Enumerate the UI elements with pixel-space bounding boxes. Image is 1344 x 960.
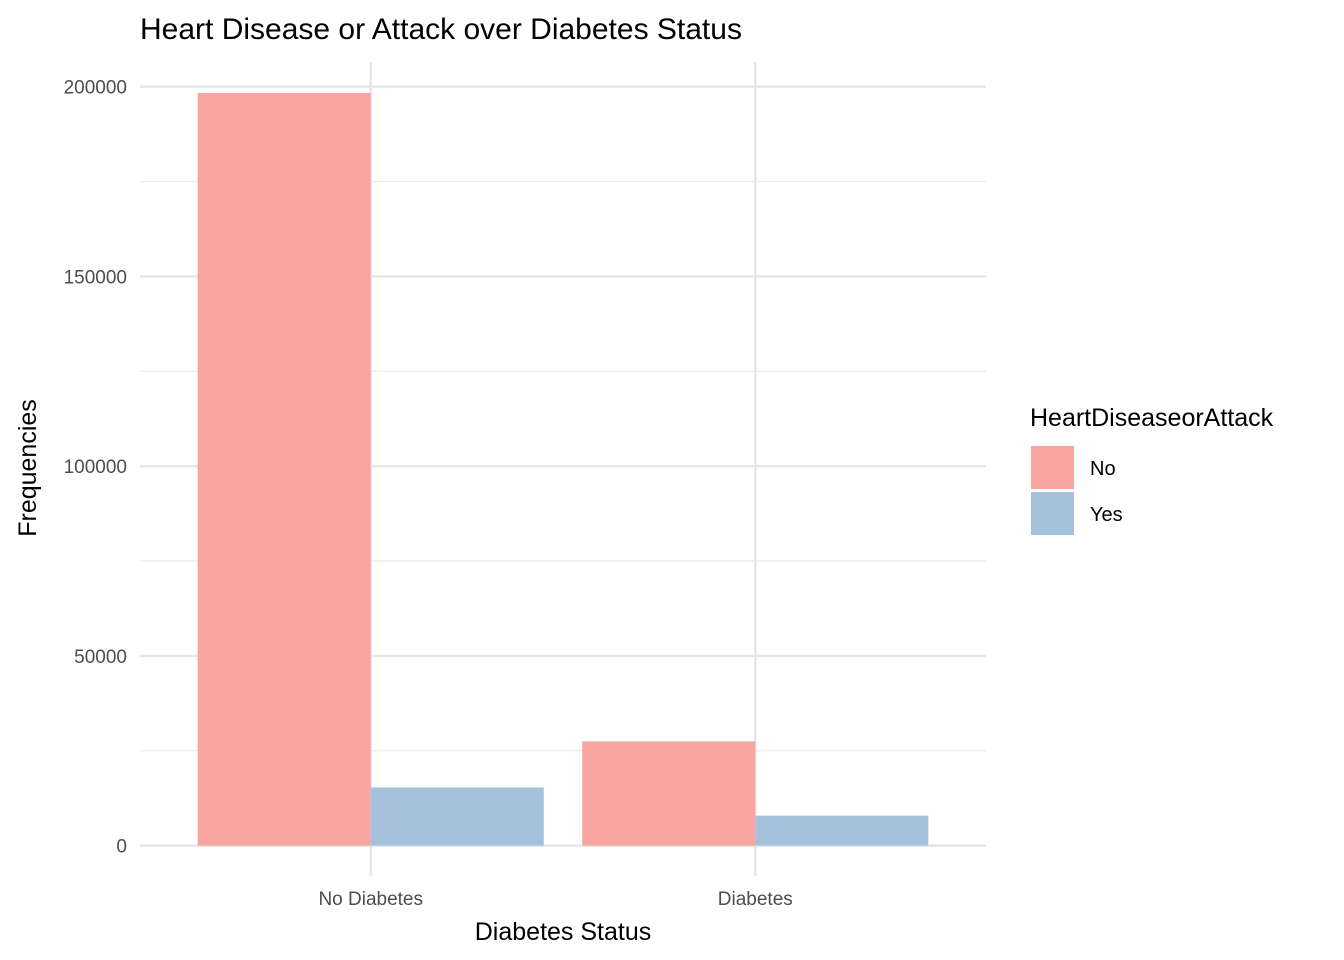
bars (197, 92, 929, 846)
legend-label: No (1090, 458, 1116, 480)
legend: HeartDiseaseorAttack No Yes (1030, 404, 1274, 535)
legend-items: No Yes (1031, 446, 1123, 535)
bar (755, 815, 929, 846)
legend-swatch (1031, 446, 1074, 489)
bar (197, 92, 371, 846)
y-tick-label: 200000 (64, 78, 127, 99)
y-axis-title: Frequencies (14, 399, 42, 537)
y-tick-labels: 0 50000 100000 150000 200000 (64, 78, 127, 858)
y-tick-label: 150000 (64, 267, 127, 288)
x-tick-label: Diabetes (718, 889, 793, 910)
x-tick-label: No Diabetes (318, 889, 423, 910)
legend-title: HeartDiseaseorAttack (1030, 404, 1274, 432)
x-axis-title: Diabetes Status (475, 918, 652, 946)
bar (370, 787, 544, 846)
legend-label: Yes (1090, 504, 1123, 526)
y-tick-label: 0 (116, 837, 127, 858)
y-tick-label: 50000 (74, 647, 127, 668)
bar (582, 741, 756, 846)
x-tick-labels: No Diabetes Diabetes (318, 889, 792, 910)
chart-title: Heart Disease or Attack over Diabetes St… (140, 13, 742, 46)
y-tick-label: 100000 (64, 457, 127, 478)
legend-swatch (1031, 492, 1074, 535)
